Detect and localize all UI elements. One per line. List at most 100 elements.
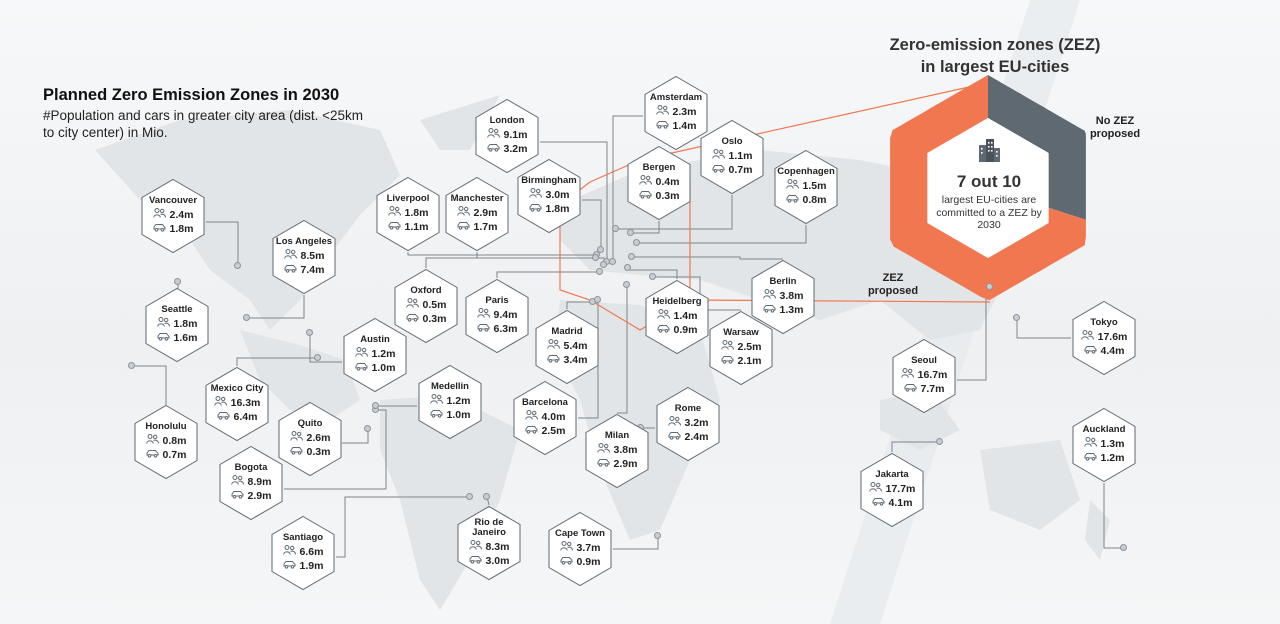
car-icon <box>657 323 674 337</box>
location-dot-los-angeles <box>243 314 250 321</box>
connector-seoul <box>957 287 987 381</box>
location-dot-quito <box>364 425 371 432</box>
city-hexagon-tokyo[interactable]: Tokyo 17.6m 4.4m <box>1071 300 1137 376</box>
location-dot-mexico-city <box>314 354 321 361</box>
people-icon <box>405 298 423 312</box>
zez-title: Zero-emission zones (ZEZ) in largest EU-… <box>860 34 1130 78</box>
cars-row: 2.9m <box>597 457 637 471</box>
legend-zez-proposed: ZEZ proposed <box>867 272 919 297</box>
connector-santiago <box>336 496 470 558</box>
people-icon <box>596 443 614 457</box>
population-row: 0.4m <box>638 175 679 189</box>
population-row: 5.4m <box>546 339 587 353</box>
city-hexagon-seattle[interactable]: Seattle 1.8m 1.6m <box>144 287 210 363</box>
population-value: 3.0m <box>545 188 570 201</box>
population-row: 9.4m <box>476 308 518 322</box>
population-row: 6.6m <box>282 545 323 559</box>
city-hexagon-santiago[interactable]: Santiago 6.6m 1.9m <box>270 515 336 591</box>
city-hexagon-vancouver[interactable]: Vancouver 2.4m 1.8m <box>140 178 206 254</box>
population-value: 3.8m <box>613 443 638 456</box>
city-hexagon-warsaw[interactable]: Warsaw 2.5m 2.1m <box>708 310 774 386</box>
location-dot-birmingham <box>597 246 604 253</box>
city-hexagon-milan[interactable]: Milan 3.8m 2.9m <box>584 413 650 489</box>
population-value: 2.4m <box>169 208 194 221</box>
location-dot-jakarta <box>936 438 943 445</box>
city-hexagon-berlin[interactable]: Berlin 3.8m 1.3m <box>750 259 816 335</box>
city-hexagon-bergen[interactable]: Bergen 0.4m 0.3m <box>626 145 692 221</box>
cars-row: 4.1m <box>872 496 912 510</box>
car-icon <box>290 445 307 459</box>
city-hexagon-london[interactable]: London 9.1m 3.2m <box>474 98 540 174</box>
city-hexagon-honolulu[interactable]: Honolulu 0.8m 0.7m <box>133 404 199 480</box>
city-hexagon-barcelona[interactable]: Barcelona 4.0m 2.5m <box>512 380 578 456</box>
city-name: Los Angeles <box>275 236 333 247</box>
population-row: 4.0m <box>524 410 566 424</box>
cars-value: 1.0m <box>446 408 471 421</box>
city-hexagon-amsterdam[interactable]: Amsterdam 2.3m 1.4m <box>643 75 709 151</box>
city-hexagon-birmingham[interactable]: Birmingham 3.0m 1.8m <box>516 158 582 234</box>
location-dot-austin <box>306 329 313 336</box>
cars-value: 6.3m <box>493 322 518 335</box>
cars-row: 1.4m <box>656 119 696 133</box>
people-icon <box>762 289 780 303</box>
location-dot-seoul <box>986 283 993 290</box>
population-value: 1.1m <box>728 149 753 162</box>
cars-row: 1.7m <box>457 220 497 234</box>
cars-row: 0.7m <box>146 448 186 462</box>
city-hexagon-madrid[interactable]: Madrid 5.4m 3.4m <box>534 309 600 385</box>
location-dot-oxford <box>600 261 607 268</box>
population-value: 9.4m <box>493 308 518 321</box>
city-hexagon-copenhagen[interactable]: Copenhagen 1.5m 0.8m <box>773 149 839 225</box>
city-hexagon-rio-de-janeiro[interactable]: Rio de Janeiro 8.3m 3.0m <box>456 505 522 581</box>
car-icon <box>1084 344 1101 358</box>
cars-value: 0.8m <box>802 193 827 206</box>
city-hexagon-cape-town[interactable]: Cape Town 3.7m 0.9m <box>547 511 613 587</box>
population-value: 8.9m <box>247 475 272 488</box>
people-icon <box>638 175 656 189</box>
population-row: 3.8m <box>762 289 803 303</box>
cars-row: 6.3m <box>477 322 518 336</box>
city-hexagon-medellin[interactable]: Medellin 1.2m 1.0m <box>417 364 483 440</box>
connector-heidelberg <box>628 269 678 279</box>
city-hexagon-oxford[interactable]: Oxford 0.5m 0.3m <box>393 268 459 344</box>
car-icon <box>283 559 300 573</box>
city-hexagon-manchester[interactable]: Manchester 2.9m 1.7m <box>444 176 510 252</box>
cars-row: 2.9m <box>231 489 271 503</box>
city-hexagon-liverpool[interactable]: Liverpool 1.8m 1.1m <box>375 176 441 252</box>
city-hexagon-los-angeles[interactable]: Los Angeles 8.5m 7.4m <box>271 219 337 295</box>
city-hexagon-quito[interactable]: Quito 2.6m 0.3m <box>277 401 343 477</box>
population-row: 16.3m <box>213 396 260 410</box>
city-hexagon-jakarta[interactable]: Jakarta 17.7m 4.1m <box>859 452 925 528</box>
connector-austin <box>309 333 342 363</box>
zez-donut-chart <box>890 75 1086 301</box>
people-icon <box>720 340 738 354</box>
city-hexagon-paris[interactable]: Paris 9.4m 6.3m <box>464 278 530 354</box>
city-name: Auckland <box>1082 424 1126 435</box>
population-value: 4.0m <box>541 410 566 423</box>
cars-value: 1.2m <box>1100 451 1125 464</box>
city-name: Rio de Janeiro <box>472 517 506 538</box>
people-icon <box>1080 330 1098 344</box>
city-hexagon-austin[interactable]: Austin 1.2m 1.0m <box>342 317 408 393</box>
city-hexagon-mexico-city[interactable]: Mexico City 16.3m 6.4m <box>204 366 270 442</box>
people-icon <box>1083 437 1101 451</box>
city-hexagon-heidelberg[interactable]: Heidelberg 1.4m 0.9m <box>644 279 710 355</box>
donut-segment-zez-proposed <box>890 75 1086 301</box>
population-row: 1.8m <box>387 206 428 220</box>
population-row: 1.4m <box>656 309 697 323</box>
location-dot-milan <box>623 281 630 288</box>
connector-vancouver <box>206 221 239 266</box>
location-dot-amsterdam <box>609 258 616 265</box>
cars-row: 2.1m <box>721 354 761 368</box>
connector-tokyo <box>1016 318 1071 339</box>
city-hexagon-bogota[interactable]: Bogota 8.9m 2.9m <box>218 445 284 521</box>
city-name: Santiago <box>282 532 324 543</box>
city-hexagon-seoul[interactable]: Seoul 16.7m 7.7m <box>891 338 957 414</box>
people-icon <box>655 105 673 119</box>
population-value: 0.8m <box>162 434 187 447</box>
car-icon <box>146 448 163 462</box>
city-hexagon-auckland[interactable]: Auckland 1.3m 1.2m <box>1071 407 1137 483</box>
city-hexagon-rome[interactable]: Rome 3.2m 2.4m <box>655 386 721 462</box>
location-dot-paris <box>596 268 603 275</box>
city-hexagon-oslo[interactable]: Oslo 1.1m 0.7m <box>699 119 765 195</box>
